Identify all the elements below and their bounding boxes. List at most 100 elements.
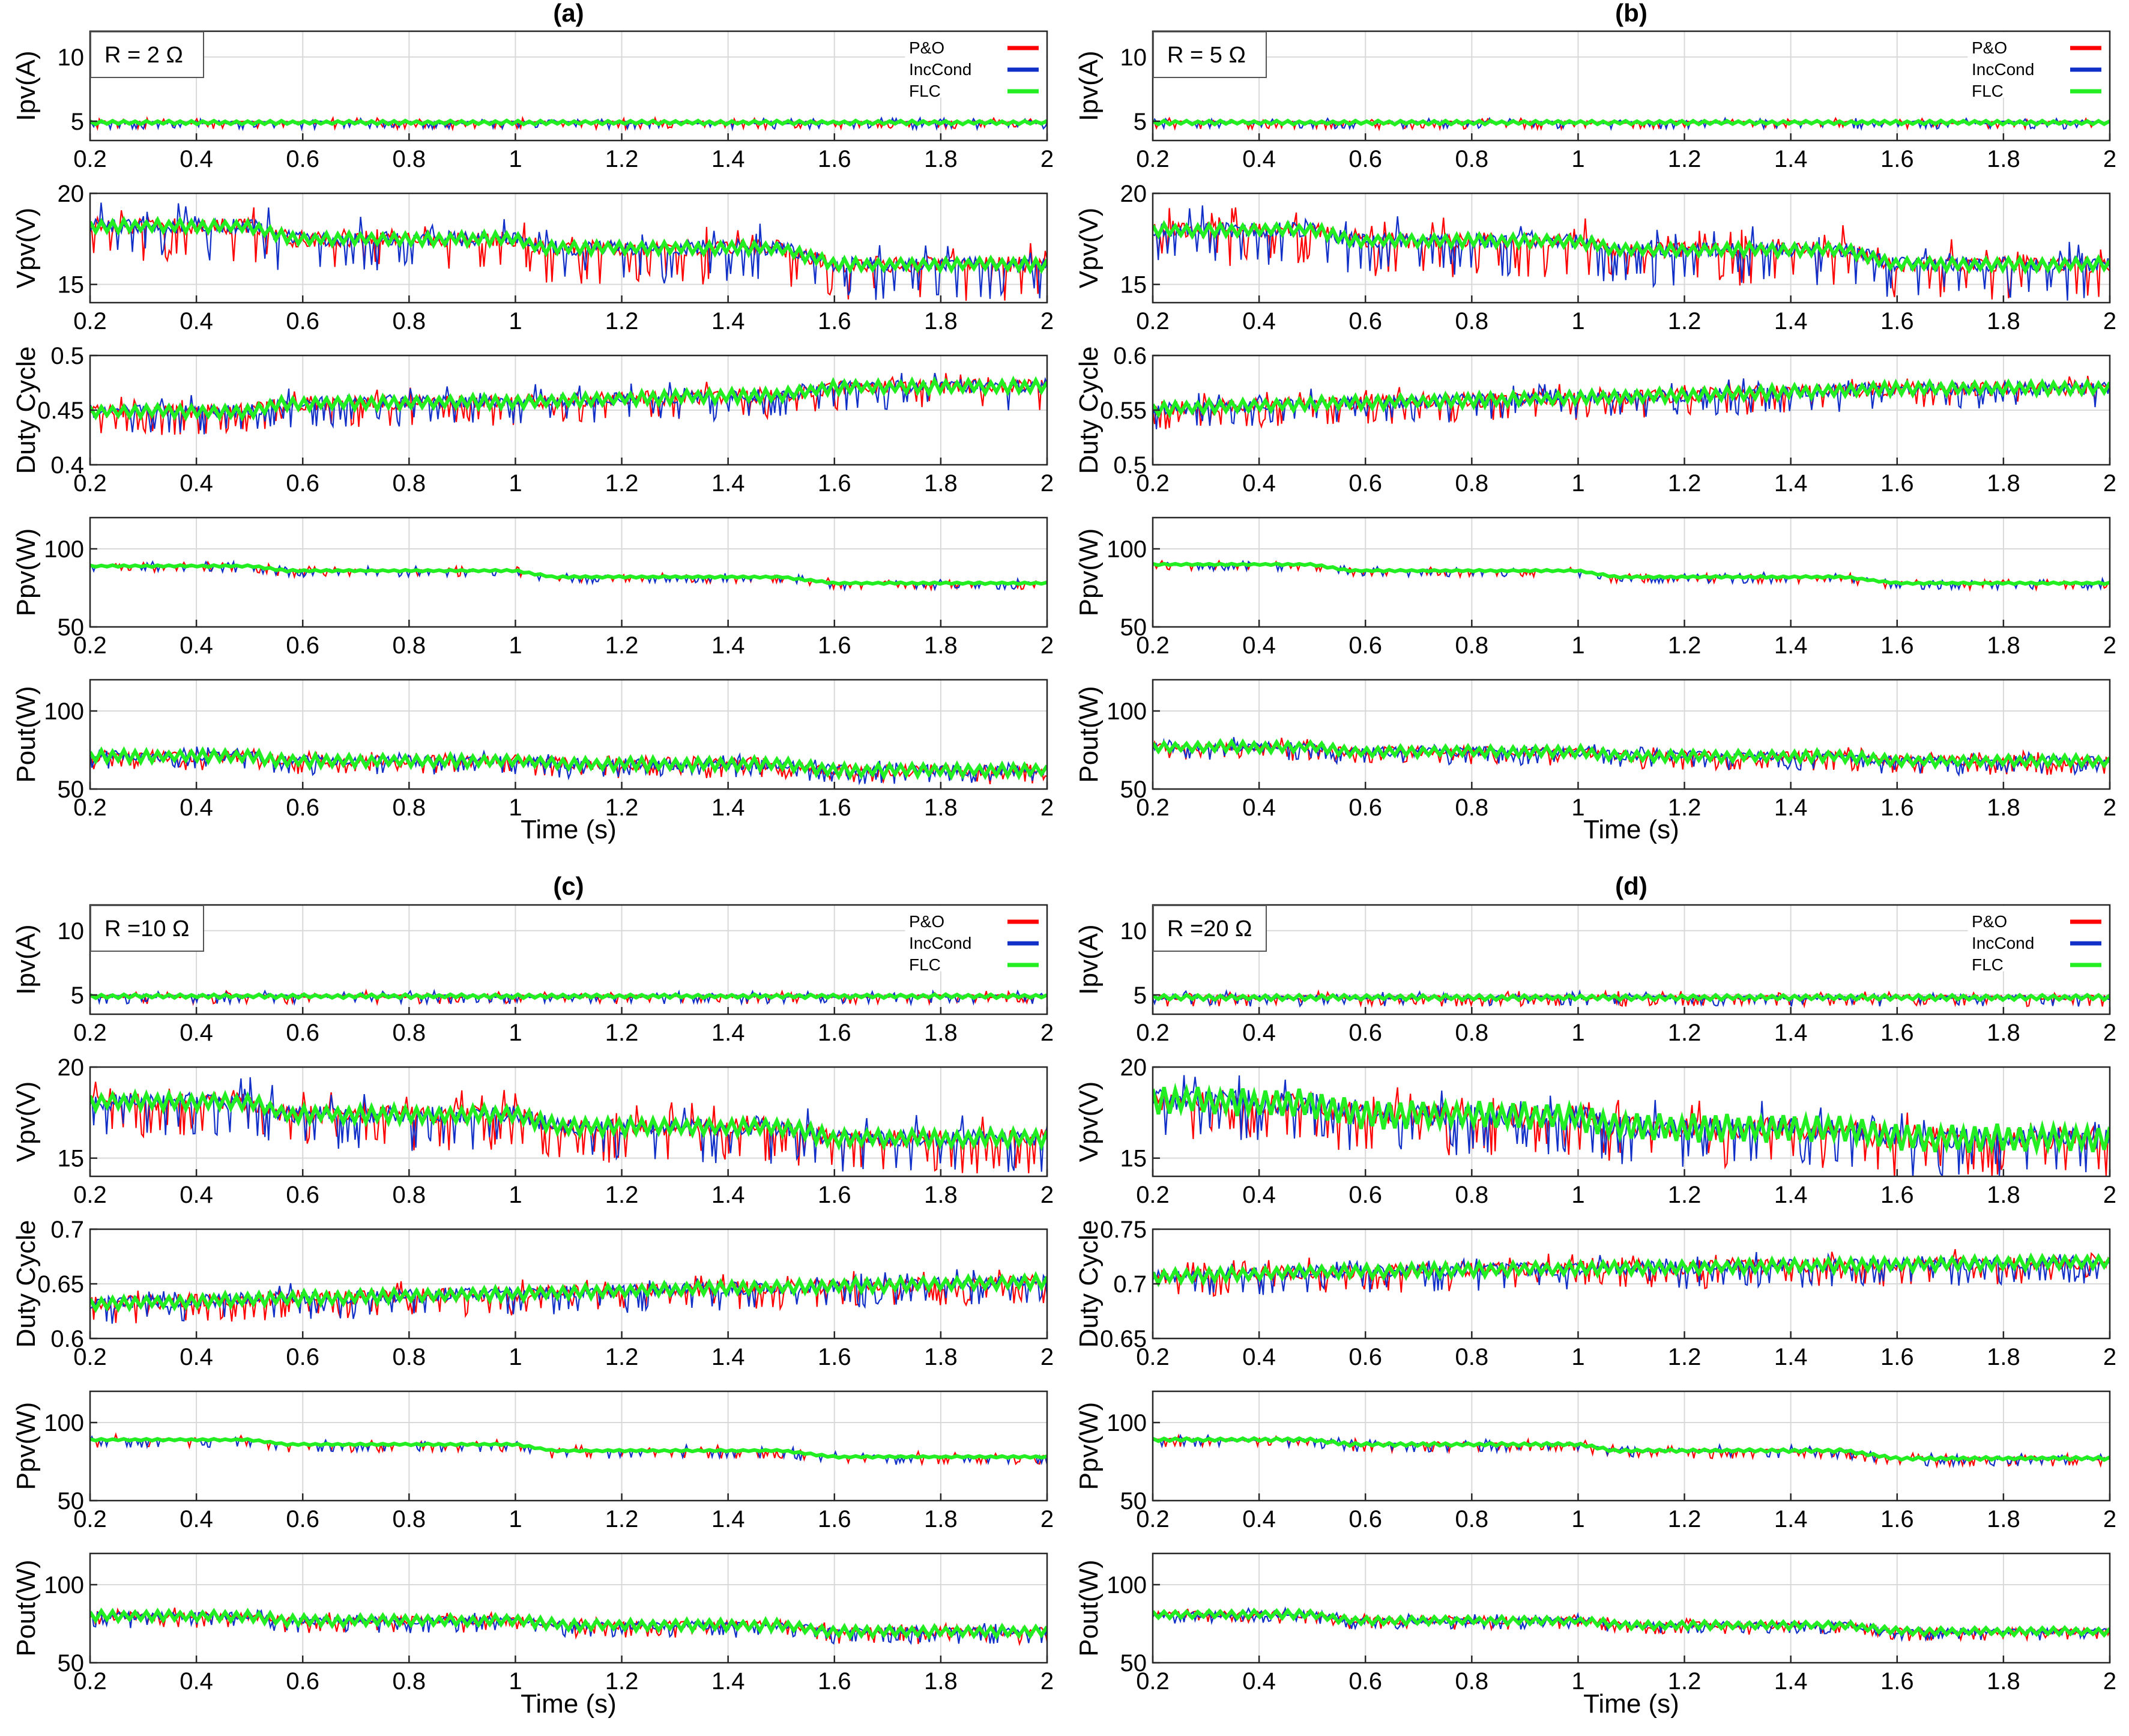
legend-label-flc: FLC <box>909 955 941 974</box>
y-tick-label: 10 <box>58 44 85 71</box>
x-tick-label: 1 <box>1571 470 1584 497</box>
series-inc <box>1153 205 2110 301</box>
x-tick-label: 0.8 <box>1455 1020 1489 1046</box>
y-tick-label: 20 <box>58 1054 85 1081</box>
y-tick-label: 0.7 <box>1113 1271 1147 1298</box>
x-tick-label: 1.6 <box>818 146 851 172</box>
subplot-duty-cycle: 0.2 0.4 0.6 0.8 1 1.2 1.4 1.6 1.8 2 0.5 0.55 0.6 Duty… <box>1074 343 2116 497</box>
legend-box <box>1967 906 2109 972</box>
x-tick-label: 0.4 <box>1242 308 1276 334</box>
x-tick-label: 1.8 <box>1987 1506 2020 1532</box>
series-flc <box>1153 1252 2110 1287</box>
x-tick-label: 0.6 <box>286 470 319 497</box>
x-tick-label: 0.4 <box>180 632 213 659</box>
x-axis-label: Time (s) <box>1583 815 1679 844</box>
axes-frame <box>1152 192 2111 304</box>
x-tick-label: 1 <box>509 1668 522 1695</box>
x-tick-label: 0.4 <box>180 470 213 497</box>
x-tick-label: 1.2 <box>1668 632 1702 659</box>
x-tick-label: 1.8 <box>1987 1020 2020 1046</box>
x-tick-label: 0.8 <box>1455 1506 1489 1532</box>
x-tick-label: 0.8 <box>1455 308 1489 334</box>
x-tick-label: 1.8 <box>924 794 958 821</box>
y-tick-label: 15 <box>1120 272 1147 298</box>
y-tick-label: 0.5 <box>50 343 84 369</box>
y-axis-label: Vpv(V) <box>1074 1081 1104 1162</box>
x-tick-label: 1.4 <box>711 308 745 334</box>
x-tick-label: 0.4 <box>180 794 213 821</box>
axes-frame <box>89 1390 1048 1502</box>
x-tick-label: 1 <box>509 470 522 497</box>
x-tick-label: 0.2 <box>1136 470 1170 497</box>
x-tick-label: 2 <box>1040 1182 1054 1208</box>
x-tick-label: 1.6 <box>1880 1182 1914 1208</box>
x-tick-label: 1.2 <box>605 146 639 172</box>
x-axis-label: Time (s) <box>1583 1689 1679 1719</box>
annotation-text: R =10 Ω <box>104 916 189 942</box>
y-tick-label: 5 <box>1134 982 1147 1009</box>
x-tick-label: 0.2 <box>73 1668 107 1695</box>
series-flc <box>90 118 1047 127</box>
x-tick-label: 0.2 <box>73 1344 107 1370</box>
y-tick-label: 0.4 <box>50 452 84 479</box>
series-flc <box>90 216 1047 275</box>
y-axis-label: Duty Cycle <box>11 1220 41 1348</box>
y-tick-label: 100 <box>44 698 84 725</box>
series-flc <box>90 1271 1047 1313</box>
y-tick-label: 10 <box>58 918 85 945</box>
x-tick-label: 1 <box>1571 1668 1584 1695</box>
x-tick-label: 1.4 <box>711 1020 745 1046</box>
y-tick-label: 15 <box>58 272 85 298</box>
x-tick-label: 0.6 <box>286 1344 319 1370</box>
x-tick-label: 1 <box>1571 1506 1584 1532</box>
y-tick-label: 0.55 <box>1100 398 1147 424</box>
x-tick-label: 2 <box>1040 632 1054 659</box>
x-tick-label: 1.6 <box>1880 794 1914 821</box>
y-tick-label: 100 <box>44 536 84 563</box>
x-tick-label: 0.2 <box>1136 632 1170 659</box>
x-tick-label: 0.6 <box>1348 1668 1382 1695</box>
x-tick-label: 0.8 <box>393 632 426 659</box>
y-tick-label: 50 <box>58 614 85 641</box>
x-tick-label: 1.8 <box>1987 308 2020 334</box>
series-flc <box>1153 993 2110 1003</box>
x-tick-label: 1.8 <box>924 146 958 172</box>
x-tick-label: 0.2 <box>1136 146 1170 172</box>
panel-title: (b) <box>1615 0 1647 27</box>
axes-frame <box>89 30 1048 142</box>
x-tick-label: 0.8 <box>393 1668 426 1695</box>
x-tick-label: 0.8 <box>1455 146 1489 172</box>
axes-frame <box>89 679 1048 790</box>
y-tick-label: 50 <box>1120 614 1147 641</box>
legend-label-inc: IncCond <box>1972 934 2034 952</box>
y-tick-label: 5 <box>1134 109 1147 135</box>
y-tick-label: 15 <box>58 1146 85 1172</box>
axes-frame <box>1152 1066 2111 1178</box>
series-flc <box>90 746 1047 781</box>
x-tick-label: 2 <box>2103 794 2116 821</box>
y-axis-label: Ipv(A) <box>11 924 41 994</box>
x-tick-label: 1.2 <box>1668 1182 1702 1208</box>
x-tick-label: 1.4 <box>1774 1020 1808 1046</box>
x-tick-label: 0.6 <box>1348 308 1382 334</box>
x-tick-label: 1.4 <box>711 1506 745 1532</box>
annotation-box <box>90 31 204 78</box>
x-tick-label: 2 <box>2103 470 2116 497</box>
y-axis-label: Ipv(A) <box>1074 50 1104 121</box>
x-tick-label: 0.8 <box>1455 1182 1489 1208</box>
y-tick-label: 100 <box>44 1572 84 1598</box>
x-tick-label: 1 <box>509 1344 522 1370</box>
x-tick-label: 0.6 <box>1348 470 1382 497</box>
x-tick-label: 1.2 <box>605 1020 639 1046</box>
x-axis-label: Time (s) <box>521 815 617 844</box>
x-tick-label: 1.2 <box>1668 1506 1702 1532</box>
x-axis-label: Time (s) <box>521 1689 617 1719</box>
series-flc <box>1153 378 2110 419</box>
x-tick-label: 0.8 <box>393 1506 426 1532</box>
resistance-annotation: R =20 Ω <box>1153 905 1267 952</box>
x-tick-label: 2 <box>2103 146 2116 172</box>
x-tick-label: 1 <box>509 146 522 172</box>
x-tick-label: 1.8 <box>1987 146 2020 172</box>
